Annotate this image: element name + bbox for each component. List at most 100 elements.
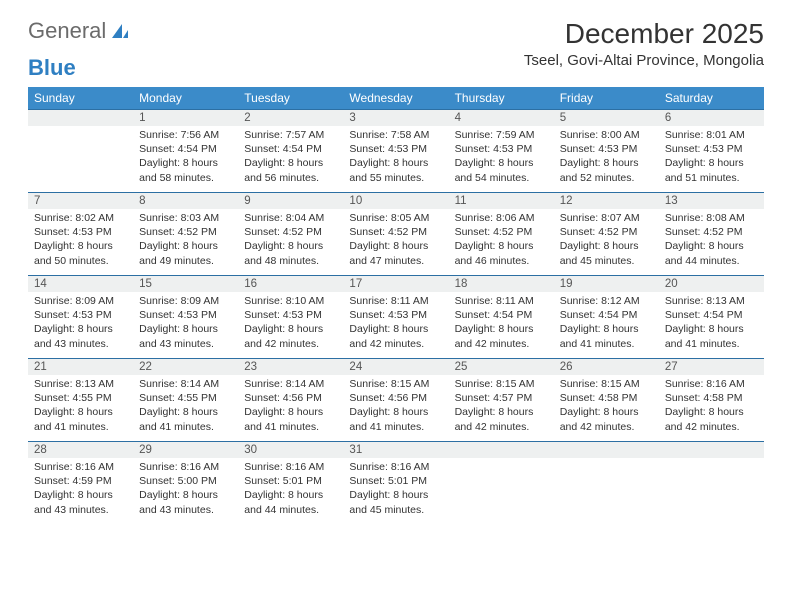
sunrise-line: Sunrise: 8:15 AM [455, 377, 548, 391]
day-data-cell: Sunrise: 8:16 AMSunset: 5:01 PMDaylight:… [343, 458, 448, 524]
day-number-cell: 29 [133, 442, 238, 459]
sunrise-line: Sunrise: 8:16 AM [665, 377, 758, 391]
day-data-cell [659, 458, 764, 524]
day-data-row: Sunrise: 8:02 AMSunset: 4:53 PMDaylight:… [28, 209, 764, 276]
daylight-line: Daylight: 8 hours and 42 minutes. [349, 322, 442, 350]
weekday-header: Saturday [659, 87, 764, 110]
day-data-cell: Sunrise: 8:06 AMSunset: 4:52 PMDaylight:… [449, 209, 554, 276]
day-data-cell: Sunrise: 8:01 AMSunset: 4:53 PMDaylight:… [659, 126, 764, 193]
sunrise-line: Sunrise: 7:58 AM [349, 128, 442, 142]
day-data-cell: Sunrise: 8:15 AMSunset: 4:57 PMDaylight:… [449, 375, 554, 442]
sunset-line: Sunset: 4:58 PM [560, 391, 653, 405]
daylight-line: Daylight: 8 hours and 43 minutes. [34, 322, 127, 350]
day-number-cell: 30 [238, 442, 343, 459]
daylight-line: Daylight: 8 hours and 44 minutes. [244, 488, 337, 516]
day-data-cell: Sunrise: 7:57 AMSunset: 4:54 PMDaylight:… [238, 126, 343, 193]
sunset-line: Sunset: 4:56 PM [349, 391, 442, 405]
day-data-row: Sunrise: 8:13 AMSunset: 4:55 PMDaylight:… [28, 375, 764, 442]
sunrise-line: Sunrise: 8:01 AM [665, 128, 758, 142]
day-data-cell: Sunrise: 8:09 AMSunset: 4:53 PMDaylight:… [133, 292, 238, 359]
day-number-row: 78910111213 [28, 193, 764, 210]
sunset-line: Sunset: 5:00 PM [139, 474, 232, 488]
day-number-cell: 26 [554, 359, 659, 376]
daylight-line: Daylight: 8 hours and 45 minutes. [349, 488, 442, 516]
sunrise-line: Sunrise: 8:09 AM [34, 294, 127, 308]
daylight-line: Daylight: 8 hours and 56 minutes. [244, 156, 337, 184]
day-data-cell: Sunrise: 8:10 AMSunset: 4:53 PMDaylight:… [238, 292, 343, 359]
sunrise-line: Sunrise: 8:08 AM [665, 211, 758, 225]
daylight-line: Daylight: 8 hours and 43 minutes. [139, 488, 232, 516]
sunset-line: Sunset: 4:58 PM [665, 391, 758, 405]
sunrise-line: Sunrise: 8:05 AM [349, 211, 442, 225]
sunset-line: Sunset: 4:54 PM [665, 308, 758, 322]
sunrise-line: Sunrise: 8:16 AM [244, 460, 337, 474]
sunrise-line: Sunrise: 8:09 AM [139, 294, 232, 308]
sunrise-line: Sunrise: 8:14 AM [244, 377, 337, 391]
daylight-line: Daylight: 8 hours and 50 minutes. [34, 239, 127, 267]
sunset-line: Sunset: 4:53 PM [455, 142, 548, 156]
sunrise-line: Sunrise: 8:15 AM [349, 377, 442, 391]
daylight-line: Daylight: 8 hours and 51 minutes. [665, 156, 758, 184]
day-number-row: 28293031 [28, 442, 764, 459]
day-data-cell: Sunrise: 8:12 AMSunset: 4:54 PMDaylight:… [554, 292, 659, 359]
day-number-cell: 21 [28, 359, 133, 376]
weekday-header: Monday [133, 87, 238, 110]
sunrise-line: Sunrise: 8:06 AM [455, 211, 548, 225]
day-number-cell: 16 [238, 276, 343, 293]
sunrise-line: Sunrise: 8:11 AM [349, 294, 442, 308]
weekday-header: Sunday [28, 87, 133, 110]
daylight-line: Daylight: 8 hours and 45 minutes. [560, 239, 653, 267]
day-number-cell: 11 [449, 193, 554, 210]
sunrise-line: Sunrise: 8:07 AM [560, 211, 653, 225]
day-data-cell: Sunrise: 7:59 AMSunset: 4:53 PMDaylight:… [449, 126, 554, 193]
sunset-line: Sunset: 4:55 PM [34, 391, 127, 405]
daylight-line: Daylight: 8 hours and 44 minutes. [665, 239, 758, 267]
day-data-cell [449, 458, 554, 524]
day-data-cell: Sunrise: 8:16 AMSunset: 5:00 PMDaylight:… [133, 458, 238, 524]
sunrise-line: Sunrise: 8:02 AM [34, 211, 127, 225]
day-data-cell: Sunrise: 8:03 AMSunset: 4:52 PMDaylight:… [133, 209, 238, 276]
sunset-line: Sunset: 5:01 PM [244, 474, 337, 488]
day-number-cell: 27 [659, 359, 764, 376]
day-number-cell: 5 [554, 110, 659, 127]
day-number-row: 21222324252627 [28, 359, 764, 376]
day-data-cell: Sunrise: 8:05 AMSunset: 4:52 PMDaylight:… [343, 209, 448, 276]
month-title: December 2025 [524, 18, 764, 50]
day-number-cell: 22 [133, 359, 238, 376]
sunrise-line: Sunrise: 8:13 AM [665, 294, 758, 308]
sunset-line: Sunset: 4:52 PM [139, 225, 232, 239]
day-number-cell: 28 [28, 442, 133, 459]
day-number-cell: 13 [659, 193, 764, 210]
daylight-line: Daylight: 8 hours and 41 minutes. [34, 405, 127, 433]
sunrise-line: Sunrise: 7:59 AM [455, 128, 548, 142]
day-data-cell: Sunrise: 8:15 AMSunset: 4:58 PMDaylight:… [554, 375, 659, 442]
daylight-line: Daylight: 8 hours and 55 minutes. [349, 156, 442, 184]
sunrise-line: Sunrise: 7:57 AM [244, 128, 337, 142]
daylight-line: Daylight: 8 hours and 42 minutes. [455, 322, 548, 350]
sunset-line: Sunset: 4:53 PM [34, 225, 127, 239]
day-number-cell: 4 [449, 110, 554, 127]
sunset-line: Sunset: 4:54 PM [244, 142, 337, 156]
day-data-cell: Sunrise: 8:09 AMSunset: 4:53 PMDaylight:… [28, 292, 133, 359]
sunrise-line: Sunrise: 8:15 AM [560, 377, 653, 391]
sunset-line: Sunset: 4:52 PM [560, 225, 653, 239]
sunset-line: Sunset: 4:55 PM [139, 391, 232, 405]
logo-sail-icon [110, 22, 130, 40]
sunrise-line: Sunrise: 8:13 AM [34, 377, 127, 391]
day-number-cell: 17 [343, 276, 448, 293]
logo-word-blue: Blue [28, 55, 76, 81]
day-number-cell: 12 [554, 193, 659, 210]
sunrise-line: Sunrise: 8:00 AM [560, 128, 653, 142]
day-data-cell: Sunrise: 8:16 AMSunset: 4:58 PMDaylight:… [659, 375, 764, 442]
sunset-line: Sunset: 5:01 PM [349, 474, 442, 488]
day-number-cell: 23 [238, 359, 343, 376]
daylight-line: Daylight: 8 hours and 43 minutes. [139, 322, 232, 350]
day-number-cell: 25 [449, 359, 554, 376]
day-data-cell: Sunrise: 8:15 AMSunset: 4:56 PMDaylight:… [343, 375, 448, 442]
daylight-line: Daylight: 8 hours and 46 minutes. [455, 239, 548, 267]
day-number-cell: 2 [238, 110, 343, 127]
day-data-cell: Sunrise: 8:14 AMSunset: 4:56 PMDaylight:… [238, 375, 343, 442]
day-data-cell: Sunrise: 8:16 AMSunset: 4:59 PMDaylight:… [28, 458, 133, 524]
sunset-line: Sunset: 4:52 PM [665, 225, 758, 239]
weekday-header: Thursday [449, 87, 554, 110]
